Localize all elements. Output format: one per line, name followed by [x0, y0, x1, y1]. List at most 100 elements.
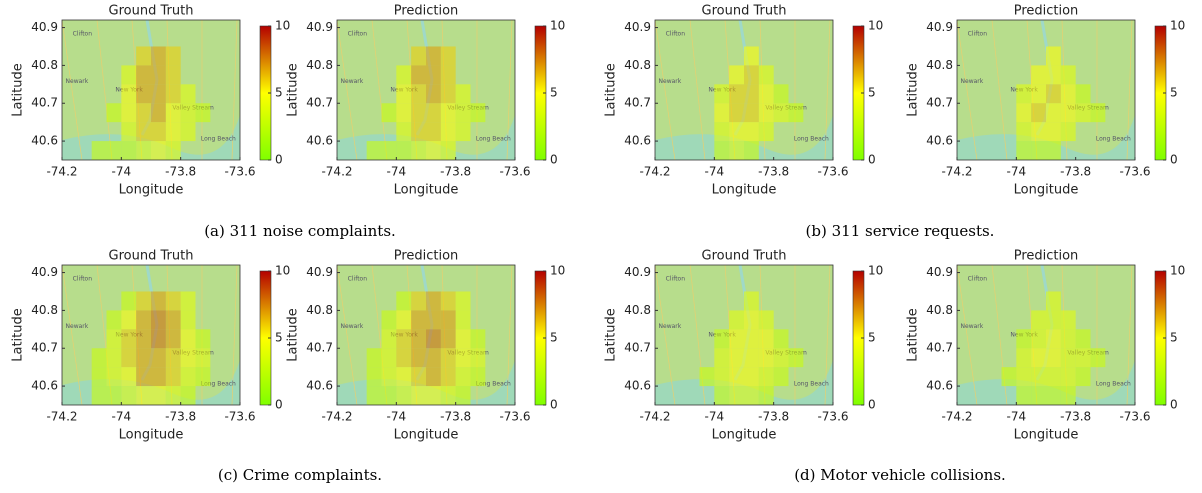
map-label: Newark: [961, 323, 984, 330]
heat-cell: [1061, 386, 1076, 405]
x-tick-label: -73.6: [224, 410, 255, 424]
heat-cell: [92, 141, 107, 160]
heat-cell: [426, 329, 441, 348]
heat-cell: [151, 84, 166, 103]
heat-cell: [426, 141, 441, 160]
heat-cell: [759, 65, 774, 84]
heat-cell: [151, 329, 166, 348]
heat-cell: [729, 84, 744, 103]
heat-cell: [1016, 84, 1031, 103]
panel-title: Prediction: [394, 249, 459, 264]
heat-cell: [196, 348, 211, 367]
heat-cell: [1046, 291, 1061, 310]
x-tick-label: -74: [705, 165, 725, 179]
y-tick-label: 40.6: [31, 134, 58, 148]
colorbar-tick-label: 10: [868, 264, 883, 278]
heat-cell: [1016, 122, 1031, 141]
heat-cell: [367, 348, 382, 367]
heat-cell: [774, 367, 789, 386]
heat-cell: [759, 310, 774, 329]
heat-cell: [1061, 348, 1076, 367]
colorbar-tick-label: 10: [1170, 19, 1185, 33]
colorbar-tick-label: 5: [550, 86, 558, 100]
heat-cell: [196, 367, 211, 386]
heat-cell: [1061, 103, 1076, 122]
heat-cell: [426, 348, 441, 367]
caption: (c) Crime complaints.: [218, 466, 382, 484]
x-tick-label: -74.2: [639, 410, 670, 424]
heat-cell: [1031, 141, 1046, 160]
y-tick-label: 40.9: [926, 265, 953, 279]
panel-title: Ground Truth: [702, 4, 787, 19]
heat-cell: [151, 46, 166, 65]
heat-cell: [456, 386, 471, 405]
y-axis-label: Latitude: [286, 63, 301, 117]
heat-cell: [382, 367, 397, 386]
heat-cell: [396, 291, 411, 310]
heat-cell: [456, 291, 471, 310]
heat-cell: [1016, 141, 1031, 160]
heat-cell: [714, 141, 729, 160]
heat-cell: [166, 367, 181, 386]
x-tick-label: -74: [1007, 410, 1027, 424]
y-tick-label: 40.7: [926, 96, 953, 110]
heat-cell: [181, 348, 196, 367]
heat-cell: [181, 386, 196, 405]
heat-cell: [441, 84, 456, 103]
colorbar-tick-label: 5: [1170, 86, 1178, 100]
heat-cell: [382, 386, 397, 405]
heat-cell: [107, 386, 122, 405]
heat-cell: [136, 46, 151, 65]
x-tick-label: -73.8: [165, 410, 196, 424]
heat-cell: [441, 291, 456, 310]
heat-cell: [441, 386, 456, 405]
colorbar-tick-label: 10: [1170, 264, 1185, 278]
heat-cell: [1046, 122, 1061, 141]
heat-cell: [426, 367, 441, 386]
heat-cell: [456, 122, 471, 141]
heat-cell: [441, 141, 456, 160]
heat-cell: [136, 367, 151, 386]
heat-cell: [441, 348, 456, 367]
panel-title: Ground Truth: [109, 4, 194, 19]
y-tick-label: 40.6: [306, 379, 333, 393]
heat-cell: [441, 65, 456, 84]
heat-cell: [166, 46, 181, 65]
heat-cell: [729, 103, 744, 122]
map-label: Newark: [961, 78, 984, 85]
heat-cell: [121, 141, 136, 160]
heat-cell: [121, 65, 136, 84]
heat-cell: [729, 329, 744, 348]
y-tick-label: 40.9: [306, 20, 333, 34]
map: CliftonNew YorkNewarkValley StreamLong B…: [655, 20, 833, 160]
heat-cell: [1061, 367, 1076, 386]
heat-cell: [382, 141, 397, 160]
x-tick-label: -73.6: [817, 410, 848, 424]
x-axis-label: Longitude: [712, 183, 777, 198]
map-label: Newark: [659, 78, 682, 85]
y-tick-label: 40.6: [624, 134, 651, 148]
y-axis-label: Latitude: [604, 63, 619, 117]
colorbar-tick-label: 10: [275, 19, 290, 33]
heat-cell: [774, 103, 789, 122]
y-axis-label: Latitude: [11, 308, 26, 362]
y-tick-label: 40.7: [31, 341, 58, 355]
x-tick-label: -74.2: [639, 165, 670, 179]
heat-cell: [166, 141, 181, 160]
panel-title: Prediction: [1014, 4, 1079, 19]
heat-cell: [426, 103, 441, 122]
heat-cell: [1046, 348, 1061, 367]
y-tick-label: 40.7: [624, 96, 651, 110]
heat-cell: [396, 348, 411, 367]
y-tick-label: 40.8: [306, 303, 333, 317]
caption: (b) 311 service requests.: [806, 222, 995, 240]
heat-cell: [107, 348, 122, 367]
heat-cell: [121, 84, 136, 103]
heat-cell: [181, 122, 196, 141]
panel-title: Prediction: [1014, 249, 1079, 264]
heat-cell: [744, 84, 759, 103]
x-tick-label: -74: [387, 410, 407, 424]
colorbar-tick-label: 0: [275, 398, 283, 412]
heat-cell: [759, 386, 774, 405]
